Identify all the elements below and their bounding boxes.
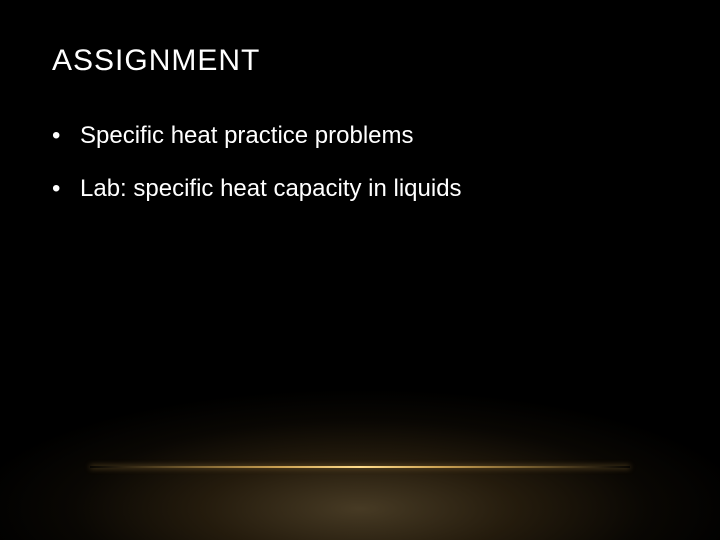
- list-item: Lab: specific heat capacity in liquids: [52, 173, 462, 204]
- horizon-line: [90, 466, 630, 468]
- slide-title: ASSIGNMENT: [52, 44, 260, 78]
- slide: ASSIGNMENT Specific heat practice proble…: [0, 0, 720, 540]
- bullet-list: Specific heat practice problems Lab: spe…: [52, 120, 462, 226]
- bottom-glow: [0, 280, 720, 540]
- list-item: Specific heat practice problems: [52, 120, 462, 151]
